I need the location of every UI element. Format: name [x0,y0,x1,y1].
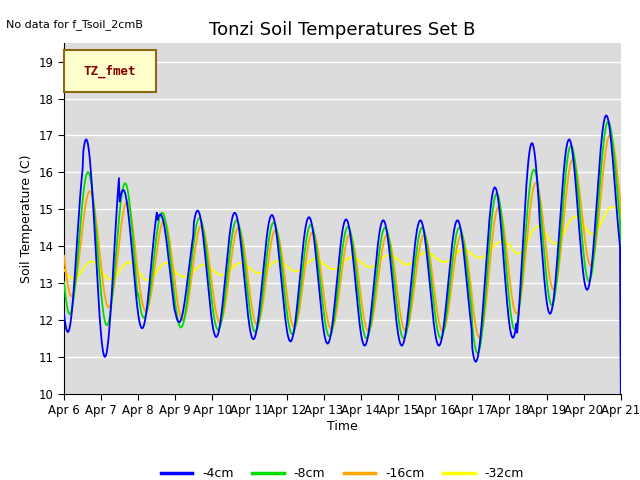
-4cm [617,391,625,396]
-16cm [566,165,573,170]
-4cm [60,311,68,316]
-4cm [206,304,214,310]
Line: -16cm: -16cm [64,135,621,357]
-8cm [443,309,451,315]
-32cm [206,265,214,271]
Text: No data for f_Tsoil_2cmB: No data for f_Tsoil_2cmB [6,19,143,30]
Title: Tonzi Soil Temperatures Set B: Tonzi Soil Temperatures Set B [209,21,476,39]
-8cm [182,304,190,310]
-16cm [388,248,396,254]
X-axis label: Time: Time [327,420,358,433]
-8cm [388,258,396,264]
-16cm [334,300,342,306]
Legend: -4cm, -8cm, -16cm, -32cm: -4cm, -8cm, -16cm, -32cm [156,462,529,480]
-4cm [602,112,610,118]
-8cm [617,361,625,367]
-4cm [443,295,451,300]
-32cm [388,252,396,258]
-32cm [182,274,190,279]
-32cm [609,204,616,210]
-32cm [566,218,573,224]
-32cm [617,299,625,304]
FancyBboxPatch shape [64,50,156,92]
-8cm [605,119,612,124]
-16cm [60,253,68,259]
-8cm [566,144,573,150]
-8cm [60,279,68,285]
Line: -32cm: -32cm [64,207,621,301]
Line: -4cm: -4cm [64,115,621,394]
-16cm [617,354,625,360]
Text: TZ_fmet: TZ_fmet [84,65,136,78]
Y-axis label: Soil Temperature (C): Soil Temperature (C) [20,154,33,283]
-32cm [334,264,342,270]
-16cm [206,267,214,273]
Line: -8cm: -8cm [64,121,621,364]
-4cm [566,137,573,143]
-4cm [334,269,342,275]
-8cm [206,284,214,290]
-16cm [606,132,614,138]
-4cm [388,274,396,279]
-4cm [182,288,190,293]
-8cm [334,288,342,293]
-32cm [443,259,451,264]
-16cm [443,316,451,322]
-16cm [182,310,190,316]
-32cm [60,267,68,273]
